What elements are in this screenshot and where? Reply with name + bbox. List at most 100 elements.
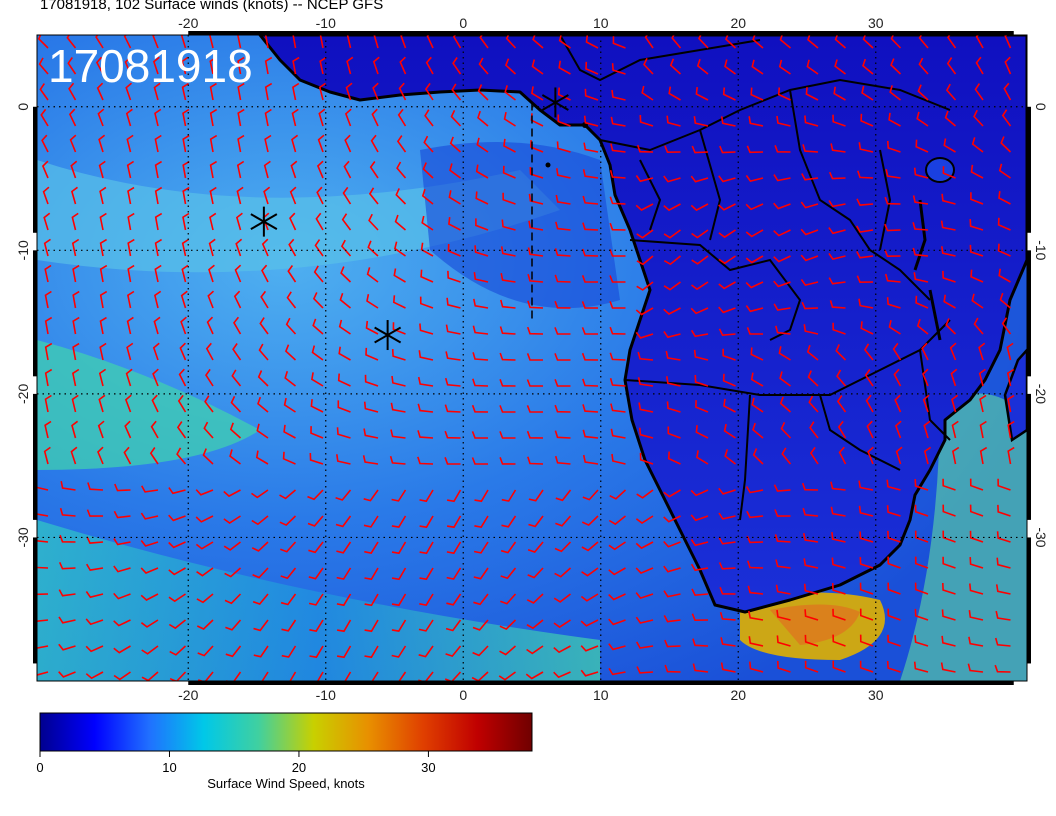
wind-barb	[971, 293, 984, 309]
wind-barb	[967, 663, 984, 673]
wind-barb	[59, 507, 76, 517]
wind-barb	[229, 422, 242, 439]
wind-barb	[44, 316, 53, 335]
wind-barb	[311, 372, 324, 387]
wind-barb	[475, 218, 489, 231]
wind-barb	[446, 593, 462, 606]
wind-barb	[452, 35, 462, 49]
wind-barb	[666, 376, 681, 387]
wind-barb	[392, 295, 406, 309]
wind-barb	[914, 556, 929, 569]
wind-barb	[940, 662, 956, 673]
wind-barb	[888, 320, 901, 335]
wind-barb	[181, 264, 189, 283]
wind-barb	[127, 238, 135, 257]
wind-barb	[283, 424, 296, 439]
wind-barb	[85, 645, 104, 653]
wind-barb	[313, 265, 324, 283]
wind-barb	[969, 219, 984, 231]
wind-barb	[474, 489, 489, 503]
wind-barb	[169, 671, 187, 681]
wind-barb	[800, 201, 819, 209]
wind-barb	[418, 350, 434, 361]
wind-barb	[283, 397, 296, 413]
bottom-scale-segment	[188, 681, 327, 685]
wind-barb	[894, 420, 902, 439]
wind-barb	[445, 351, 461, 361]
wind-barb	[499, 457, 516, 465]
wind-barb	[479, 35, 489, 49]
wind-barb	[205, 368, 214, 387]
wind-barb	[635, 307, 654, 316]
wind-barb	[392, 322, 406, 335]
wind-barb	[696, 58, 709, 75]
sao-tome-island	[545, 162, 551, 168]
wind-barb	[400, 35, 407, 49]
colorbar-gradient	[39, 712, 533, 752]
wind-barb	[258, 343, 269, 361]
wind-barb	[858, 142, 874, 153]
wind-barb	[585, 61, 599, 75]
wind-barb	[610, 143, 626, 153]
plot-title: 17081918, 102 Surface winds (knots) -- N…	[40, 0, 384, 13]
wind-barb	[531, 59, 544, 75]
wind-barb	[264, 82, 273, 101]
wind-barb	[176, 421, 187, 439]
wind-barb	[180, 290, 188, 309]
wind-barb	[998, 163, 1011, 179]
wind-barb	[610, 428, 626, 439]
wind-barb	[168, 567, 186, 576]
wind-barb	[641, 85, 654, 101]
wind-barb	[236, 186, 244, 205]
wind-barb	[610, 403, 626, 413]
wind-barb	[915, 295, 929, 309]
bottom-lon-label: 20	[730, 687, 746, 700]
wind-barb	[285, 317, 297, 335]
wind-barb	[969, 530, 984, 543]
wind-barb	[417, 376, 434, 387]
wind-barb	[449, 136, 462, 153]
wind-barb	[445, 619, 462, 632]
top-lon-label: 10	[593, 15, 609, 31]
wind-barb	[750, 372, 764, 387]
wind-barb	[70, 186, 78, 205]
wind-barb	[718, 537, 736, 545]
wind-barb	[471, 457, 488, 465]
wind-barb	[263, 186, 271, 205]
wind-barb	[914, 608, 929, 621]
wind-barb	[694, 374, 709, 387]
wind-barb	[419, 296, 434, 309]
wind-barb	[126, 160, 135, 179]
wind-barb	[527, 247, 544, 257]
wind-barb	[696, 450, 709, 465]
wind-barb	[420, 242, 434, 257]
wind-barb	[85, 591, 104, 599]
wind-barb	[500, 567, 517, 580]
wind-barb	[917, 84, 929, 101]
wind-barb	[887, 608, 901, 621]
bottom-lon-label: 0	[459, 687, 467, 700]
wind-barb	[343, 160, 352, 179]
wind-barb	[554, 567, 572, 578]
wind-barb	[289, 186, 297, 205]
wind-barb	[857, 170, 874, 179]
wind-barb	[664, 145, 681, 154]
wind-barb	[364, 671, 379, 681]
wind-barb	[177, 394, 187, 413]
wind-barb	[809, 446, 819, 465]
wind-barb	[610, 116, 626, 127]
wind-barb	[802, 507, 819, 517]
wind-barb	[126, 316, 134, 335]
wind-barb	[280, 593, 297, 606]
wind-barb	[344, 671, 352, 681]
wind-barb	[774, 534, 791, 543]
wind-barb	[555, 221, 571, 231]
top-lon-label: -10	[316, 15, 336, 31]
wind-barb	[44, 420, 52, 439]
wind-barb	[60, 481, 76, 491]
wind-barb	[368, 213, 379, 231]
wind-barb	[746, 535, 764, 544]
wind-barb	[582, 429, 599, 439]
wind-barb	[553, 645, 571, 654]
colorbar-ticks: 0 10 20 30	[36, 751, 436, 775]
